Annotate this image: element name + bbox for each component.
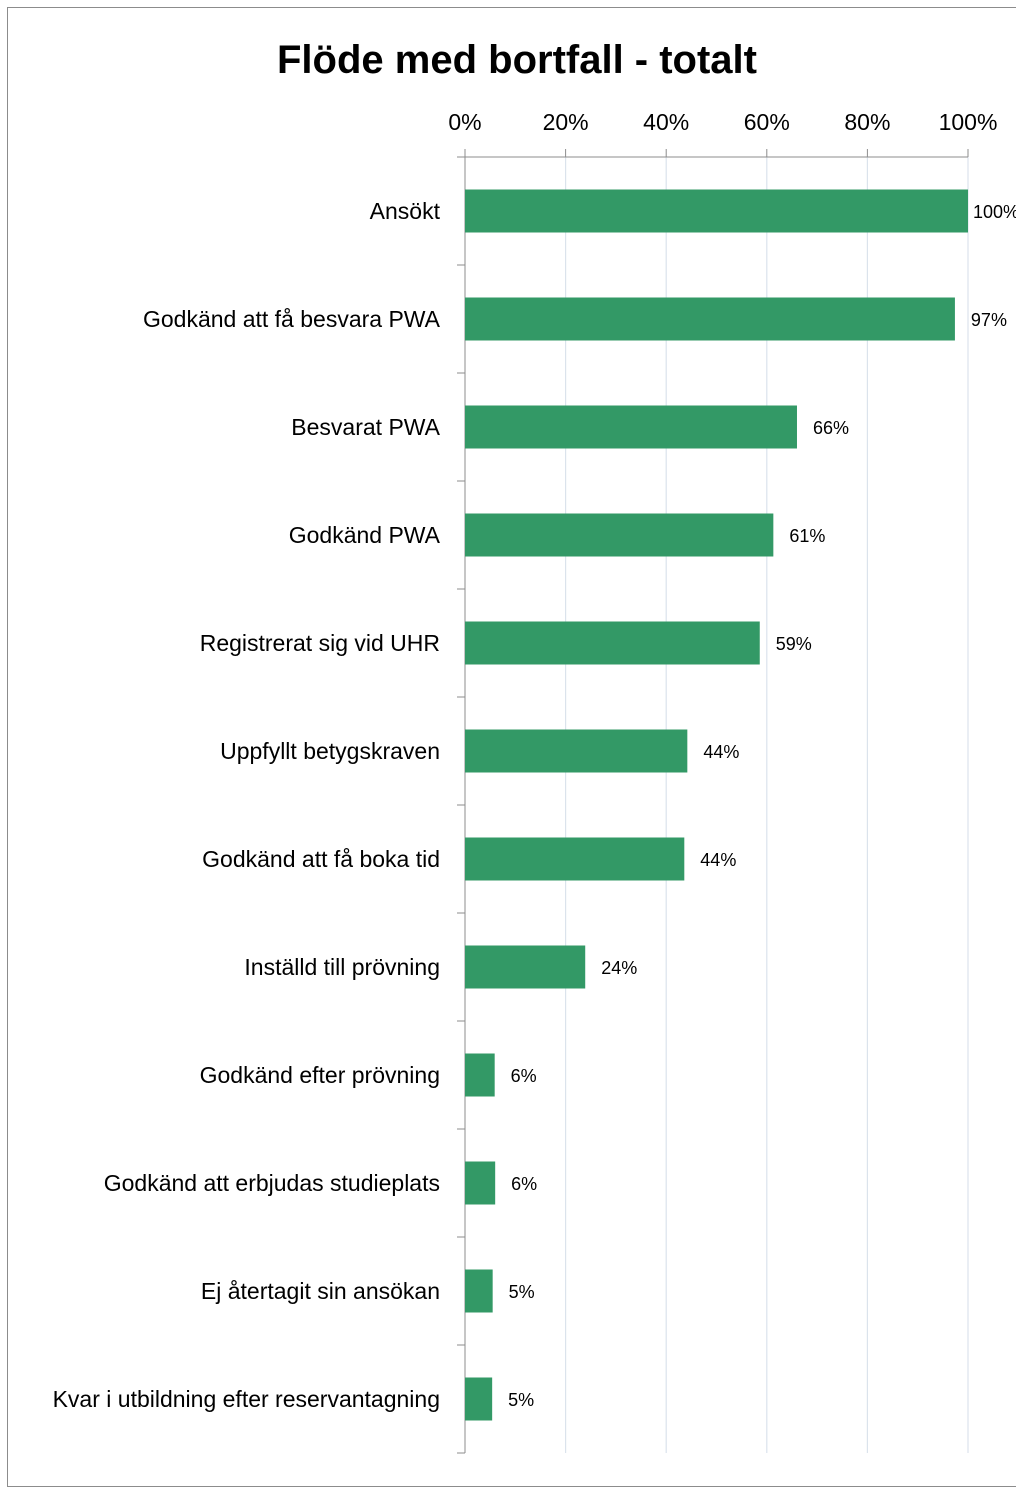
data-label: 97% xyxy=(971,310,1007,330)
bar xyxy=(465,189,968,233)
bar xyxy=(465,1053,495,1097)
bar xyxy=(465,405,797,449)
data-label: 100% xyxy=(973,202,1016,222)
category-label: Ej återtagit sin ansökan xyxy=(201,1278,440,1304)
x-tick-label: 60% xyxy=(744,109,790,135)
bar xyxy=(465,1161,496,1205)
data-label: 66% xyxy=(813,418,849,438)
data-label: 5% xyxy=(509,1282,535,1302)
data-label: 61% xyxy=(789,526,825,546)
x-tick-label: 80% xyxy=(844,109,890,135)
x-tick-label: 40% xyxy=(643,109,689,135)
chart-title: Flöde med bortfall - totalt xyxy=(277,38,757,82)
bars xyxy=(465,189,968,1421)
data-label: 24% xyxy=(601,958,637,978)
x-tick-label: 20% xyxy=(543,109,589,135)
data-label: 44% xyxy=(703,742,739,762)
bar xyxy=(465,1377,493,1421)
bar xyxy=(465,945,586,989)
category-label: Inställd till prövning xyxy=(244,954,440,980)
data-label: 59% xyxy=(776,634,812,654)
category-label: Ansökt xyxy=(370,198,441,224)
category-label: Godkänd att få besvara PWA xyxy=(143,306,441,332)
category-label: Godkänd att få boka tid xyxy=(202,846,440,872)
data-label: 44% xyxy=(700,850,736,870)
axes xyxy=(457,149,969,1454)
category-label: Kvar i utbildning efter reservantagning xyxy=(53,1386,440,1412)
bar xyxy=(465,513,774,557)
data-label: 6% xyxy=(511,1066,537,1086)
category-label: Godkänd PWA xyxy=(289,522,441,548)
bar xyxy=(465,729,688,773)
category-label: Registrerat sig vid UHR xyxy=(200,630,440,656)
category-label: Godkänd efter prövning xyxy=(200,1062,440,1088)
gridlines xyxy=(564,157,969,1453)
data-labels: 100% 97% 66% 61% 59% 44% 44% 24% 6% 6% 5% 5% xyxy=(508,202,1016,1410)
x-tick-label: 0% xyxy=(448,109,481,135)
category-labels: Ansökt Godkänd att få besvara PWA Besvarat… xyxy=(53,198,441,1412)
category-label: Uppfyllt betygskraven xyxy=(220,738,440,764)
bar xyxy=(465,297,955,341)
x-tick-label: 100% xyxy=(939,109,998,135)
x-tick-labels: 0% 20% 40% 60% 80% 100% xyxy=(448,109,997,135)
bar xyxy=(465,1269,493,1313)
category-label: Godkänd att erbjudas studieplats xyxy=(104,1170,440,1196)
category-label: Besvarat PWA xyxy=(291,414,440,440)
data-label: 6% xyxy=(511,1174,537,1194)
data-label: 5% xyxy=(508,1390,534,1410)
bar xyxy=(465,837,685,881)
bar xyxy=(465,621,760,665)
